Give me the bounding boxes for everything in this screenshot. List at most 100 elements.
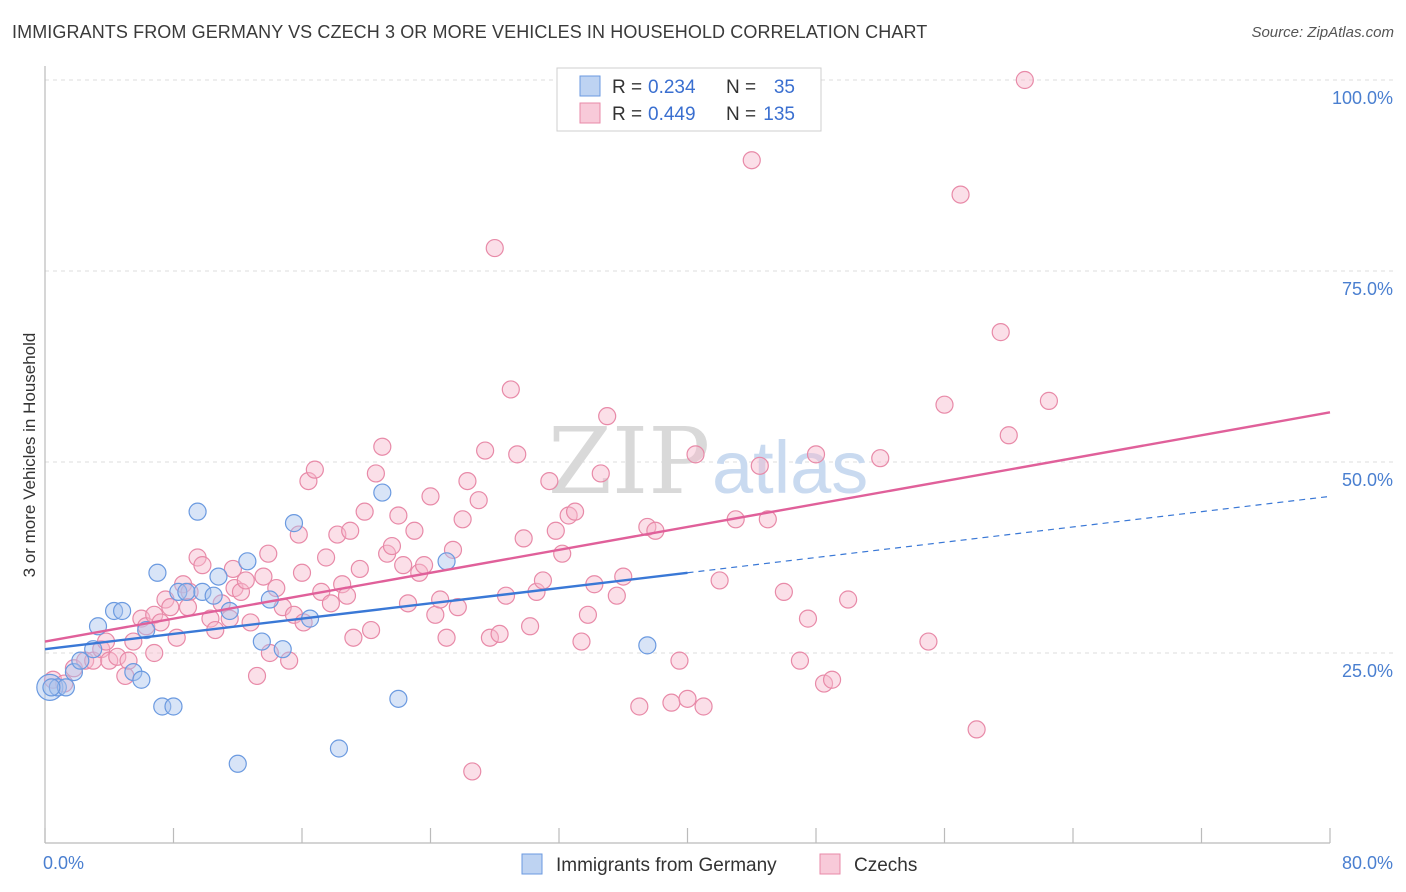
tick-labels: 25.0% 50.0% 75.0% 100.0% 0.0% 80.0% [43,88,1393,873]
data-point [361,620,381,640]
data-point [710,571,729,590]
data-point [373,437,392,456]
data-point [366,464,385,483]
data-point [443,540,463,559]
data-point [177,582,196,601]
data-point [284,514,304,533]
data-point [485,238,504,258]
data-point [591,464,610,483]
data-point [520,617,540,636]
data-point [426,605,445,624]
data-point [476,441,495,460]
data-point [686,445,705,464]
data-point [694,697,713,716]
data-point [259,544,278,563]
data-point [223,559,243,579]
data-point [1015,70,1034,90]
stats-n-value: 135 [763,104,795,125]
data-point [161,598,180,617]
data-point [299,472,318,491]
data-point [204,586,223,605]
data-point [638,636,657,655]
data-point [350,559,369,579]
data-point [774,582,793,601]
data-point [469,491,488,510]
data-point [316,548,336,567]
stats-r-value: 0.449 [648,104,696,125]
stats-r-label: R = [612,104,642,125]
data-point [145,643,164,663]
chart-title: IMMIGRANTS FROM GERMANY VS CZECH 3 OR MO… [12,22,928,42]
watermark: ZIP atlas [548,408,868,515]
data-point [533,571,553,590]
data-point [292,563,312,582]
data-point [480,628,500,647]
data-point [437,628,456,647]
stats-legend: R = 0.234 N = 35 R = 0.449 N = 135 [556,67,822,132]
series-legend-swatch [521,853,543,875]
data-point [458,472,477,491]
data-point [228,754,247,773]
data-point [148,563,167,582]
y-tick-label: 25.0% [1342,661,1393,681]
data-point [565,502,585,521]
data-point [321,594,341,613]
data-point [289,525,308,544]
data-point [935,395,954,414]
data-point [64,662,84,682]
data-point [839,590,858,609]
stats-legend-swatch [579,102,601,124]
data-point [991,323,1010,342]
data-point [137,620,156,640]
data-point [394,556,413,575]
trend-line-blue [44,571,688,651]
data-point [662,693,681,712]
data-point [178,598,198,617]
data-point [220,601,239,621]
data-point [382,536,402,556]
data-point [742,151,761,170]
series-legend-label: Czechs [854,855,917,876]
data-point [463,762,482,781]
data-point [42,678,61,697]
y-tick-label: 75.0% [1342,279,1393,299]
axes [44,66,1331,844]
data-point [508,445,527,464]
data-point [999,426,1018,445]
data-point [305,460,324,479]
data-point [501,380,520,399]
watermark-zip: ZIP [548,408,710,515]
stats-legend-box [556,67,822,132]
data-point [670,651,689,670]
trend-line-dashed-blue [687,495,1331,574]
y-tick-label: 50.0% [1342,470,1393,490]
x-tick-label: 80.0% [1342,853,1393,873]
data-point [241,613,260,632]
data-point [254,567,273,586]
data-point [201,609,220,628]
data-point [758,510,777,529]
data-point [919,632,938,651]
data-point [193,582,212,601]
series-czechs-points [43,70,1059,781]
stats-n-value: 35 [774,77,795,98]
data-point [578,605,598,624]
data-point [398,594,418,613]
data-point [540,472,559,491]
data-point [572,632,591,651]
data-point [209,567,228,586]
data-point [678,689,697,708]
y-tick-label: 100.0% [1332,88,1393,108]
data-point [871,449,890,468]
data-point [389,689,408,708]
data-point [193,556,212,575]
data-point [437,552,456,571]
data-point [431,590,450,609]
stats-r-value: 0.234 [648,77,696,98]
data-point [231,582,251,601]
data-point [405,521,424,540]
data-point [355,502,374,521]
stats-r-label: R = [612,77,642,98]
data-point [252,632,271,651]
